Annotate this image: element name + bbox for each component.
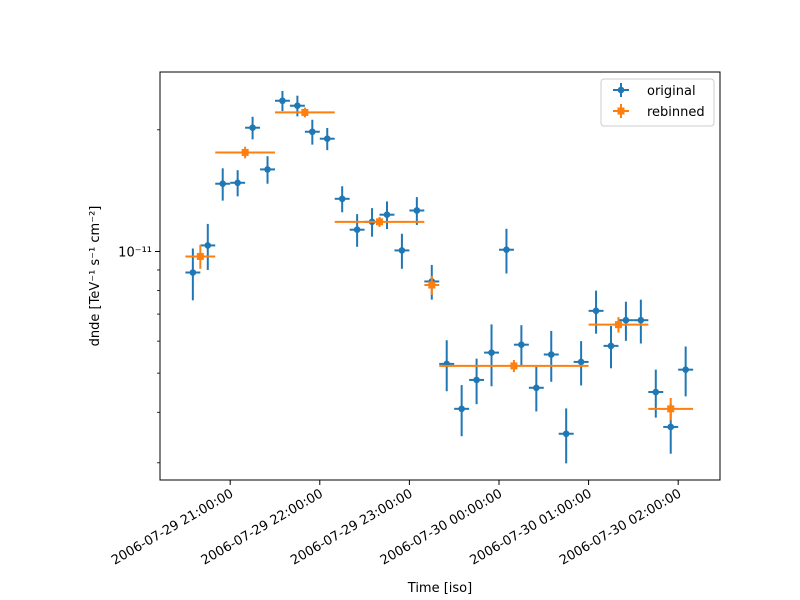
data-point-original — [409, 197, 425, 225]
legend-marker-rebinned — [613, 104, 629, 118]
point-marker — [533, 384, 540, 392]
point-marker — [592, 307, 600, 315]
data-point-original — [334, 186, 350, 213]
data-point-original — [394, 233, 410, 269]
square-marker — [376, 218, 384, 226]
legend-square-icon — [617, 107, 625, 115]
point-marker — [682, 366, 689, 373]
point-marker — [219, 180, 227, 188]
data-point-original — [215, 168, 231, 201]
data-point-original — [484, 324, 499, 387]
data-point-original — [543, 330, 559, 382]
data-point-original — [260, 156, 275, 184]
x-axis-label: Time [iso] — [407, 581, 472, 596]
point-marker — [234, 179, 241, 187]
data-point-original — [349, 214, 365, 247]
point-marker — [637, 316, 645, 324]
legend-box — [600, 78, 715, 127]
point-marker — [622, 316, 630, 324]
point-marker — [353, 226, 361, 234]
point-marker — [189, 269, 197, 276]
square-marker — [667, 405, 675, 413]
point-marker — [383, 211, 391, 219]
data-point-rebinned — [215, 146, 275, 159]
point-marker — [652, 388, 660, 396]
data-point-rebinned — [588, 317, 649, 333]
data-point-original — [319, 127, 335, 151]
data-point-original — [678, 346, 694, 397]
square-marker — [614, 321, 622, 329]
square-marker — [241, 148, 249, 156]
data-point-original — [379, 201, 395, 230]
point-marker — [338, 195, 346, 203]
series-rebinned — [185, 107, 694, 421]
y-tick-label: 10⁻¹¹ — [118, 245, 152, 260]
point-marker — [488, 349, 495, 356]
data-point-original — [274, 90, 290, 112]
square-marker — [301, 108, 309, 116]
data-point-original — [200, 223, 216, 270]
point-marker — [607, 342, 615, 350]
data-point-original — [558, 408, 574, 464]
data-point-original — [588, 290, 604, 334]
data-point-original — [573, 341, 589, 386]
data-point-rebinned — [439, 359, 589, 373]
legend-marker-original — [613, 83, 629, 97]
legend-label-original: original — [647, 84, 696, 99]
point-marker — [279, 97, 286, 105]
point-marker — [562, 430, 570, 438]
data-point-original — [304, 119, 320, 145]
point-marker — [249, 124, 256, 132]
point-marker — [518, 341, 525, 348]
data-point-rebinned — [424, 275, 440, 295]
point-marker — [204, 242, 212, 249]
data-point-original — [528, 366, 544, 412]
data-point-rebinned — [185, 244, 216, 269]
data-point-original — [230, 170, 246, 197]
point-marker — [458, 405, 465, 413]
point-marker — [398, 247, 406, 254]
square-marker — [196, 252, 204, 260]
data-point-original — [618, 301, 634, 341]
square-marker — [428, 281, 436, 289]
point-marker — [473, 376, 480, 384]
y-axis-label: dnde [TeV⁻¹ s⁻¹ cm⁻²] — [88, 206, 103, 347]
point-marker — [323, 135, 331, 143]
data-point-rebinned — [334, 216, 425, 227]
point-marker — [667, 423, 675, 431]
point-marker — [547, 351, 555, 358]
axes-frame — [159, 71, 721, 481]
point-marker — [577, 358, 585, 366]
data-point-original — [633, 299, 649, 344]
point-marker — [294, 102, 301, 110]
point-marker — [413, 207, 421, 214]
point-marker — [503, 246, 510, 254]
data-point-original — [498, 228, 514, 274]
y-axis: 10⁻¹¹ — [118, 129, 160, 464]
data-point-original — [603, 326, 619, 369]
legend: original rebinned — [600, 78, 715, 127]
data-point-rebinned — [648, 397, 694, 421]
square-marker — [510, 362, 518, 370]
data-point-original — [648, 369, 664, 418]
legend-circle-icon — [617, 86, 625, 94]
data-point-rebinned — [274, 107, 335, 118]
data-point-original — [245, 116, 261, 140]
legend-label-rebinned: rebinned — [647, 105, 705, 120]
data-point-original — [454, 385, 470, 437]
point-marker — [309, 128, 316, 136]
point-marker — [264, 166, 271, 173]
data-point-original — [513, 325, 529, 367]
